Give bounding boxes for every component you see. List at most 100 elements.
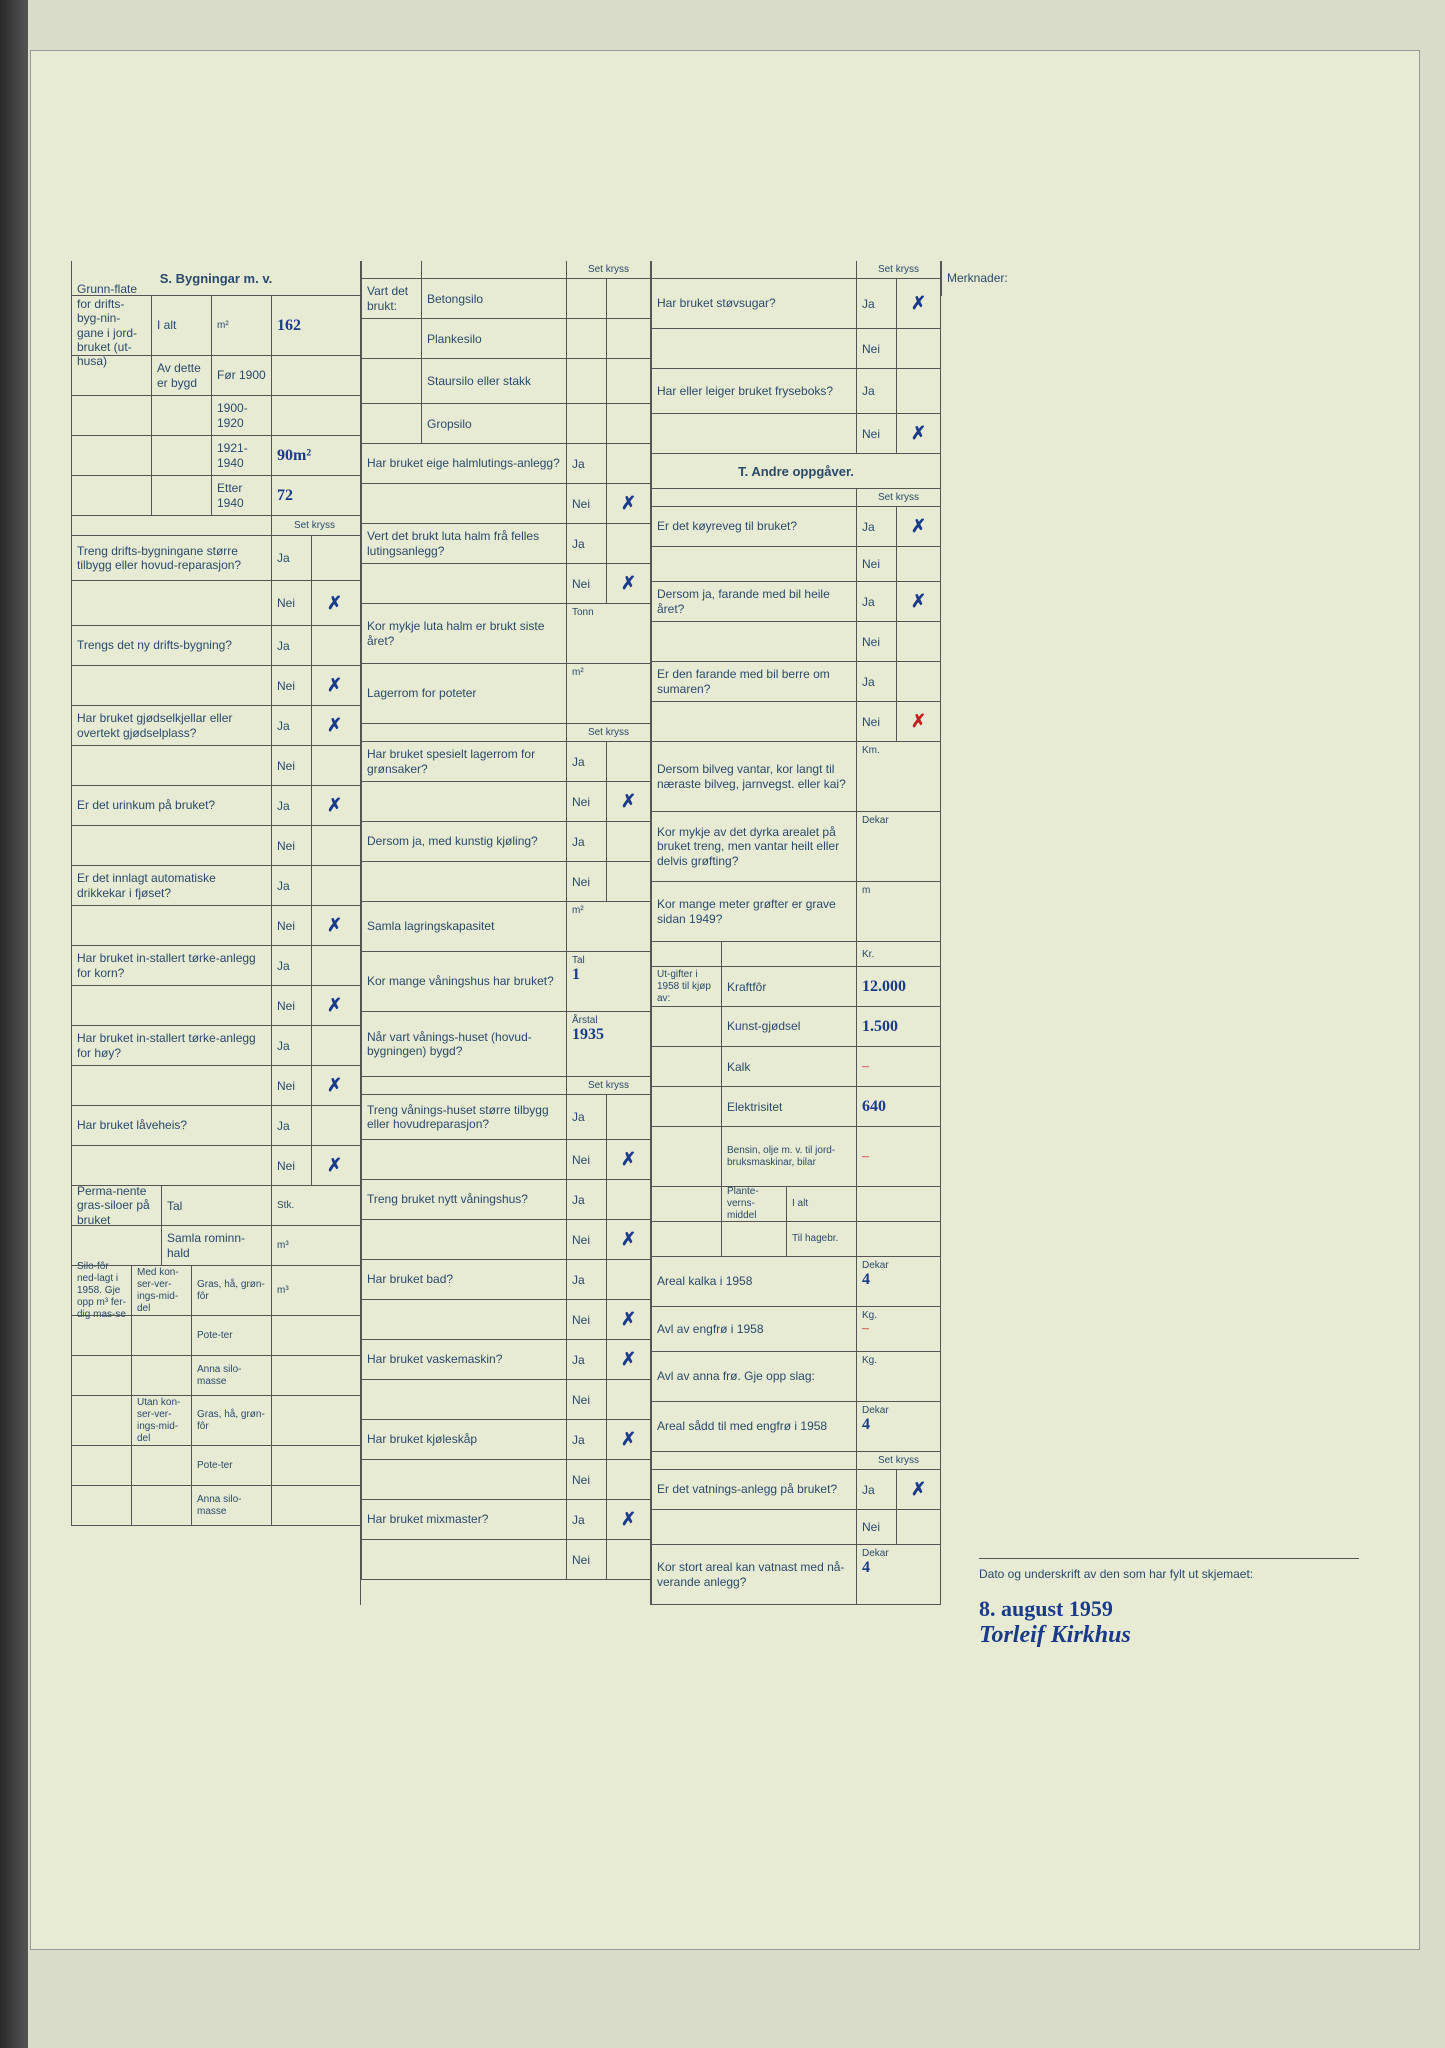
q-urinkum: Er det urinkum på bruket? bbox=[77, 798, 215, 812]
q-koyreveg: Er det køyreveg til bruket? bbox=[657, 519, 797, 533]
torke-hoy-nei-x: ✗ bbox=[317, 1075, 352, 1096]
q-torke-hoy: Har bruket in-stallert tørke-anlegg for … bbox=[77, 1031, 266, 1060]
farande-bil-ja-x: ✗ bbox=[902, 591, 935, 612]
set-kryss-hdr: Set kryss bbox=[272, 516, 357, 535]
v-etter1940: 72 bbox=[277, 487, 293, 505]
q-grofting: Kor mykje av det dyrka arealet på bruket… bbox=[657, 825, 851, 868]
bad-nei-x: ✗ bbox=[612, 1309, 645, 1330]
q-luta-halm: Vert det brukt luta halm frå felles luti… bbox=[367, 529, 561, 558]
q-avl-anna-fro: Avl av anna frø. Gje opp slag: bbox=[657, 1369, 815, 1383]
q-kor-stort: Kor stort areal kan vatnast med nå-veran… bbox=[657, 1560, 851, 1589]
q-vaskemaskin: Har bruket vaskemaskin? bbox=[367, 1352, 502, 1366]
column-1: S. Bygningar m. v. Grunn-flate for drift… bbox=[71, 261, 361, 1605]
section-t-title: T. Andre oppgåver. bbox=[651, 454, 940, 489]
q-trengs-ny: Trengs det ny drifts-bygning? bbox=[77, 638, 232, 652]
kjoleskap-ja-x: ✗ bbox=[612, 1429, 645, 1450]
vaningshus-value: 1 bbox=[572, 966, 580, 984]
nei: Nei bbox=[272, 581, 312, 625]
q-lagerrom-pot: Lagerrom for poteter bbox=[367, 686, 476, 700]
q-drikkekar: Er det innlagt automatiske drikkekar i f… bbox=[77, 871, 266, 900]
signature-label: Dato og underskrift av den som har fylt … bbox=[979, 1567, 1359, 1581]
q-kunstig-kjoling: Dersom ja, med kunstig kjøling? bbox=[367, 834, 538, 848]
laveheis-nei-x: ✗ bbox=[317, 1155, 352, 1176]
q-farande-sumar: Er den farande med bil berre om sumaren? bbox=[657, 667, 851, 696]
q-nytt-vaning: Treng bruket nytt våningshus? bbox=[367, 1192, 528, 1206]
lagerrom-gron-nei-x: ✗ bbox=[612, 791, 645, 812]
vart-brukt: Vart det brukt: bbox=[367, 284, 416, 313]
q-halmluting: Har bruket eige halmlutings-anlegg? bbox=[367, 456, 560, 470]
q-treng-drifts: Treng drifts-bygningane større tilbygg e… bbox=[77, 544, 266, 573]
q-vatning: Er det vatnings-anlegg på bruket? bbox=[657, 1482, 837, 1496]
q-avl-engfro: Avl av engfrø i 1958 bbox=[657, 1322, 764, 1336]
signature-date: 8. august 1959 bbox=[979, 1596, 1113, 1621]
q-vaningshus: Kor mange våningshus har bruket? bbox=[367, 974, 554, 988]
m2-unit: m² bbox=[217, 320, 229, 331]
gjodsel-ja-x: ✗ bbox=[317, 715, 352, 736]
form-grid: S. Bygningar m. v. Grunn-flate for drift… bbox=[71, 261, 1381, 1605]
q-samla-lagring: Samla lagringskapasitet bbox=[367, 919, 494, 933]
binding-edge bbox=[0, 0, 28, 2048]
kalk-value: – bbox=[862, 1059, 869, 1075]
ialt-label: I alt bbox=[157, 318, 176, 332]
q-stovsugar: Har bruket støvsugar? bbox=[657, 296, 776, 310]
vaningshus-bygd-value: 1935 bbox=[572, 1026, 604, 1044]
q-farande-bil: Dersom ja, farande med bil heile året? bbox=[657, 587, 851, 616]
v-1921-1940: 90m² bbox=[277, 447, 311, 465]
q-areal-kalka: Areal kalka i 1958 bbox=[657, 1274, 752, 1288]
bensin-value: – bbox=[862, 1149, 869, 1165]
silofor-label: Silo-fôr ned-lagt i 1958. Gje opp m³ fer… bbox=[77, 1261, 126, 1321]
elektrisitet-value: 640 bbox=[862, 1098, 886, 1116]
q-treng-vaning: Treng vånings-huset større tilbygg eller… bbox=[367, 1103, 561, 1132]
q-torke-korn: Har bruket in-stallert tørke-anlegg for … bbox=[77, 951, 266, 980]
q-bilveg-vantar: Dersom bilveg vantar, kor langt til næra… bbox=[657, 762, 851, 791]
drikkekar-nei-x: ✗ bbox=[317, 915, 352, 936]
q-fryseboks: Har eller leiger bruket fryseboks? bbox=[657, 384, 833, 398]
luta-halm-nei-x: ✗ bbox=[612, 573, 645, 594]
torke-korn-nei-x: ✗ bbox=[317, 995, 352, 1016]
treng-drifts-nei-x: ✗ bbox=[317, 593, 352, 614]
trengs-ny-nei-x: ✗ bbox=[317, 675, 352, 696]
kraftfor-value: 12.000 bbox=[862, 978, 906, 996]
ialt-value: 162 bbox=[277, 317, 301, 335]
q-grofter-grave: Kor mange meter grøfter er grave sidan 1… bbox=[657, 897, 851, 926]
q-vaningshus-bygd: Når vart vånings-huset (hovud-bygningen)… bbox=[367, 1030, 561, 1059]
merknader-label: Merknader: bbox=[947, 271, 1008, 285]
for1900: Før 1900 bbox=[217, 368, 266, 382]
kunstgjodsel-value: 1.500 bbox=[862, 1018, 898, 1036]
q-mixmaster: Har bruket mixmaster? bbox=[367, 1512, 488, 1526]
stovsugar-ja-x: ✗ bbox=[902, 293, 935, 314]
1900-1920: 1900-1920 bbox=[217, 401, 266, 430]
q-gjodsel: Har bruket gjødselkjellar eller overtekt… bbox=[77, 711, 266, 740]
q-kjoleskap: Har bruket kjøleskåp bbox=[367, 1432, 477, 1446]
farande-sumar-nei-x: ✗ bbox=[902, 711, 935, 732]
signature-name: Torleif Kirkhus bbox=[979, 1622, 1131, 1648]
q-bad: Har bruket bad? bbox=[367, 1272, 453, 1286]
avl-engfro-value: – bbox=[862, 1321, 869, 1337]
areal-kalka-value: 4 bbox=[862, 1271, 870, 1289]
column-2: Set kryss Vart det brukt: Betongsilo Pla… bbox=[361, 261, 651, 1605]
koyreveg-ja-x: ✗ bbox=[902, 516, 935, 537]
vaskemaskin-ja-x: ✗ bbox=[612, 1349, 645, 1370]
q-laveheis: Har bruket låveheis? bbox=[77, 1118, 187, 1132]
signature-area: Dato og underskrift av den som har fylt … bbox=[979, 1558, 1359, 1649]
q-lagerrom-gron: Har bruket spesielt lagerrom for grønsak… bbox=[367, 747, 561, 776]
permanente-label: Perma-nente gras-siloer på bruket bbox=[77, 1184, 156, 1227]
areal-sadd-value: 4 bbox=[862, 1416, 870, 1434]
utgifter-label: Ut-gifter i 1958 til kjøp av: bbox=[657, 969, 716, 1005]
av-dette-label: Av dette er bygd bbox=[157, 361, 206, 390]
halmluting-nei-x: ✗ bbox=[612, 493, 645, 514]
nytt-vaning-nei-x: ✗ bbox=[612, 1229, 645, 1250]
column-3: Set kryss Har bruket støvsugar? Ja ✗ Nei… bbox=[651, 261, 941, 1605]
q-areal-sadd: Areal sådd til med engfrø i 1958 bbox=[657, 1419, 827, 1433]
q-kor-mykje-luta: Kor mykje luta halm er brukt siste året? bbox=[367, 619, 561, 648]
form-page: S. Bygningar m. v. Grunn-flate for drift… bbox=[30, 50, 1420, 1950]
ja: Ja bbox=[272, 536, 312, 580]
treng-vaning-nei-x: ✗ bbox=[612, 1149, 645, 1170]
urinkum-ja-x: ✗ bbox=[317, 795, 352, 816]
column-merknader: Merknader: bbox=[941, 261, 1381, 1605]
fryseboks-nei-x: ✗ bbox=[902, 423, 935, 444]
1921-1940: 1921-1940 bbox=[217, 441, 266, 470]
etter1940: Etter 1940 bbox=[217, 481, 266, 510]
mixmaster-ja-x: ✗ bbox=[612, 1509, 645, 1530]
kor-stort-value: 4 bbox=[862, 1559, 870, 1577]
